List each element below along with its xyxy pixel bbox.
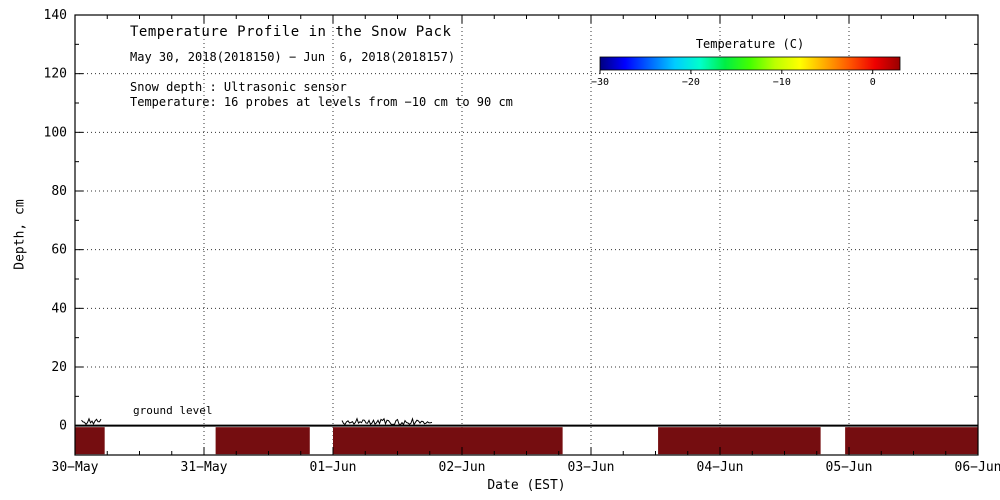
colorbar [599, 56, 901, 71]
y-tick-label: 120 [44, 67, 67, 82]
snow-depth-trace [81, 417, 102, 426]
x-tick-label: 01−Jun [310, 460, 357, 475]
y-tick-label: 20 [51, 360, 67, 375]
snow-depth-trace [341, 417, 433, 426]
x-axis-label: Date (EST) [487, 478, 566, 493]
y-tick-label: 40 [51, 301, 67, 316]
ground-level-label: ground level [133, 404, 213, 417]
x-tick-label: 30−May [52, 460, 99, 475]
x-tick-label: 05−Jun [826, 460, 873, 475]
y-tick-label: 0 [59, 419, 67, 434]
y-axis-label: Depth, cm [12, 199, 28, 270]
x-tick-label: 06−Jun [955, 460, 1000, 475]
colorbar-tick-label: −10 [773, 77, 791, 88]
colorbar-tick-label: −20 [682, 77, 700, 88]
soil-temperature-band [75, 427, 105, 455]
annotation-temperature-probes: Temperature: 16 probes at levels from −1… [130, 95, 513, 109]
soil-temperature-band [333, 427, 563, 455]
soil-temperature-band [215, 427, 310, 455]
annotation-snow-depth-sensor: Snow depth : Ultrasonic sensor [130, 80, 347, 94]
y-tick-label: 80 [51, 184, 67, 199]
x-tick-label: 04−Jun [697, 460, 744, 475]
y-tick-label: 60 [51, 243, 67, 258]
y-tick-label: 100 [44, 125, 67, 140]
soil-temperature-band [845, 427, 978, 455]
x-tick-label: 31−May [181, 460, 228, 475]
chart-subtitle: May 30, 2018(2018150) − Jun 6, 2018(2018… [130, 50, 456, 64]
colorbar-tick-label: 0 [870, 77, 876, 88]
y-tick-label: 140 [44, 8, 67, 23]
colorbar-tick-label: −30 [591, 77, 609, 88]
x-tick-label: 03−Jun [568, 460, 615, 475]
colorbar-title: Temperature (C) [695, 37, 805, 51]
x-tick-label: 02−Jun [439, 460, 486, 475]
chart-title: Temperature Profile in the Snow Pack [130, 24, 452, 40]
soil-temperature-band [658, 427, 821, 455]
